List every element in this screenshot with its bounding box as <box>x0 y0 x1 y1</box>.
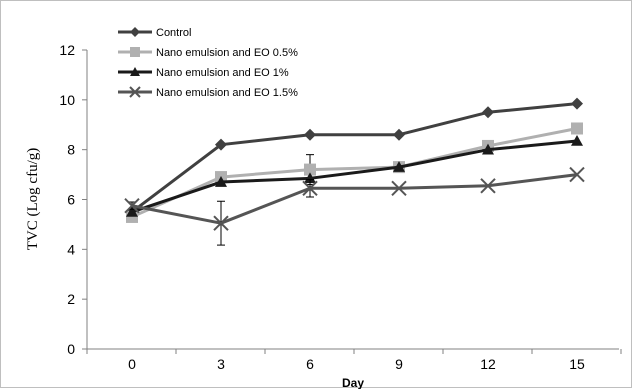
legend-label: Control <box>156 27 191 39</box>
data-point <box>571 134 583 146</box>
data-point <box>215 176 227 187</box>
legend-item-1: Control <box>118 27 191 39</box>
y-tick-label: 8 <box>67 142 75 158</box>
x-marker-stroke <box>213 215 229 231</box>
y-tick-label: 0 <box>67 341 75 357</box>
data-point <box>304 172 316 184</box>
data-point <box>215 138 227 151</box>
data-point <box>393 128 405 141</box>
series-1 <box>126 97 583 218</box>
y-tick-label: 4 <box>67 241 75 257</box>
x-tick-label: 0 <box>128 356 136 372</box>
data-point <box>482 106 494 119</box>
legend-item-4: Nano emulsion and EO 1.5% <box>118 86 298 99</box>
x-marker-stroke <box>129 86 141 98</box>
x-marker-stroke <box>302 180 318 196</box>
y-tick-label: 12 <box>59 42 75 58</box>
data-point <box>393 161 405 172</box>
series-4 <box>124 166 585 246</box>
y-tick-label: 2 <box>67 291 75 307</box>
x-tick-label: 12 <box>480 356 496 372</box>
data-point <box>304 128 316 141</box>
legend: Control Nano emulsion and EO 0.5% Nano emu… <box>118 27 298 99</box>
legend-marker <box>129 86 141 98</box>
axes: 0 2 4 6 8 10 12 0 3 6 9 12 15 <box>59 42 622 372</box>
y-axis-label: TVC (Log cfu/g) <box>25 148 41 250</box>
data-point <box>213 215 229 231</box>
legend-item-2: Nano emulsion and EO 0.5% <box>118 47 298 59</box>
data-point <box>124 198 140 214</box>
x-marker-stroke <box>480 178 496 194</box>
legend-item-3: Nano emulsion and EO 1% <box>118 67 289 79</box>
data-point <box>571 122 583 135</box>
x-tick-label: 3 <box>217 356 225 372</box>
series-line <box>131 173 578 225</box>
series-line <box>131 127 578 219</box>
x-marker-stroke <box>569 166 585 183</box>
x-axis-label: Day <box>342 376 364 389</box>
data-point <box>480 178 496 194</box>
x-tick-label: 9 <box>395 356 403 372</box>
legend-label: Nano emulsion and EO 1% <box>156 67 289 79</box>
series-line <box>131 102 578 214</box>
series-3 <box>126 134 583 217</box>
series-layer <box>124 97 585 246</box>
data-point <box>302 180 318 196</box>
data-point <box>569 166 585 183</box>
data-point <box>482 143 494 155</box>
y-tick-label: 10 <box>59 92 75 108</box>
x-marker-stroke <box>124 198 140 214</box>
data-point <box>304 163 316 176</box>
legend-marker <box>130 27 140 37</box>
data-point <box>126 205 138 217</box>
legend-label: Nano emulsion and EO 0.5% <box>156 47 298 59</box>
data-point <box>571 97 583 110</box>
legend-marker <box>130 67 140 76</box>
series-line <box>131 139 578 214</box>
x-tick-label: 15 <box>569 356 585 372</box>
y-tick-label: 6 <box>67 192 75 208</box>
legend-label: Nano emulsion and EO 1.5% <box>156 87 298 99</box>
legend-marker <box>130 47 140 57</box>
x-tick-label: 6 <box>306 356 314 372</box>
x-marker-stroke <box>391 180 407 196</box>
data-point <box>391 180 407 196</box>
